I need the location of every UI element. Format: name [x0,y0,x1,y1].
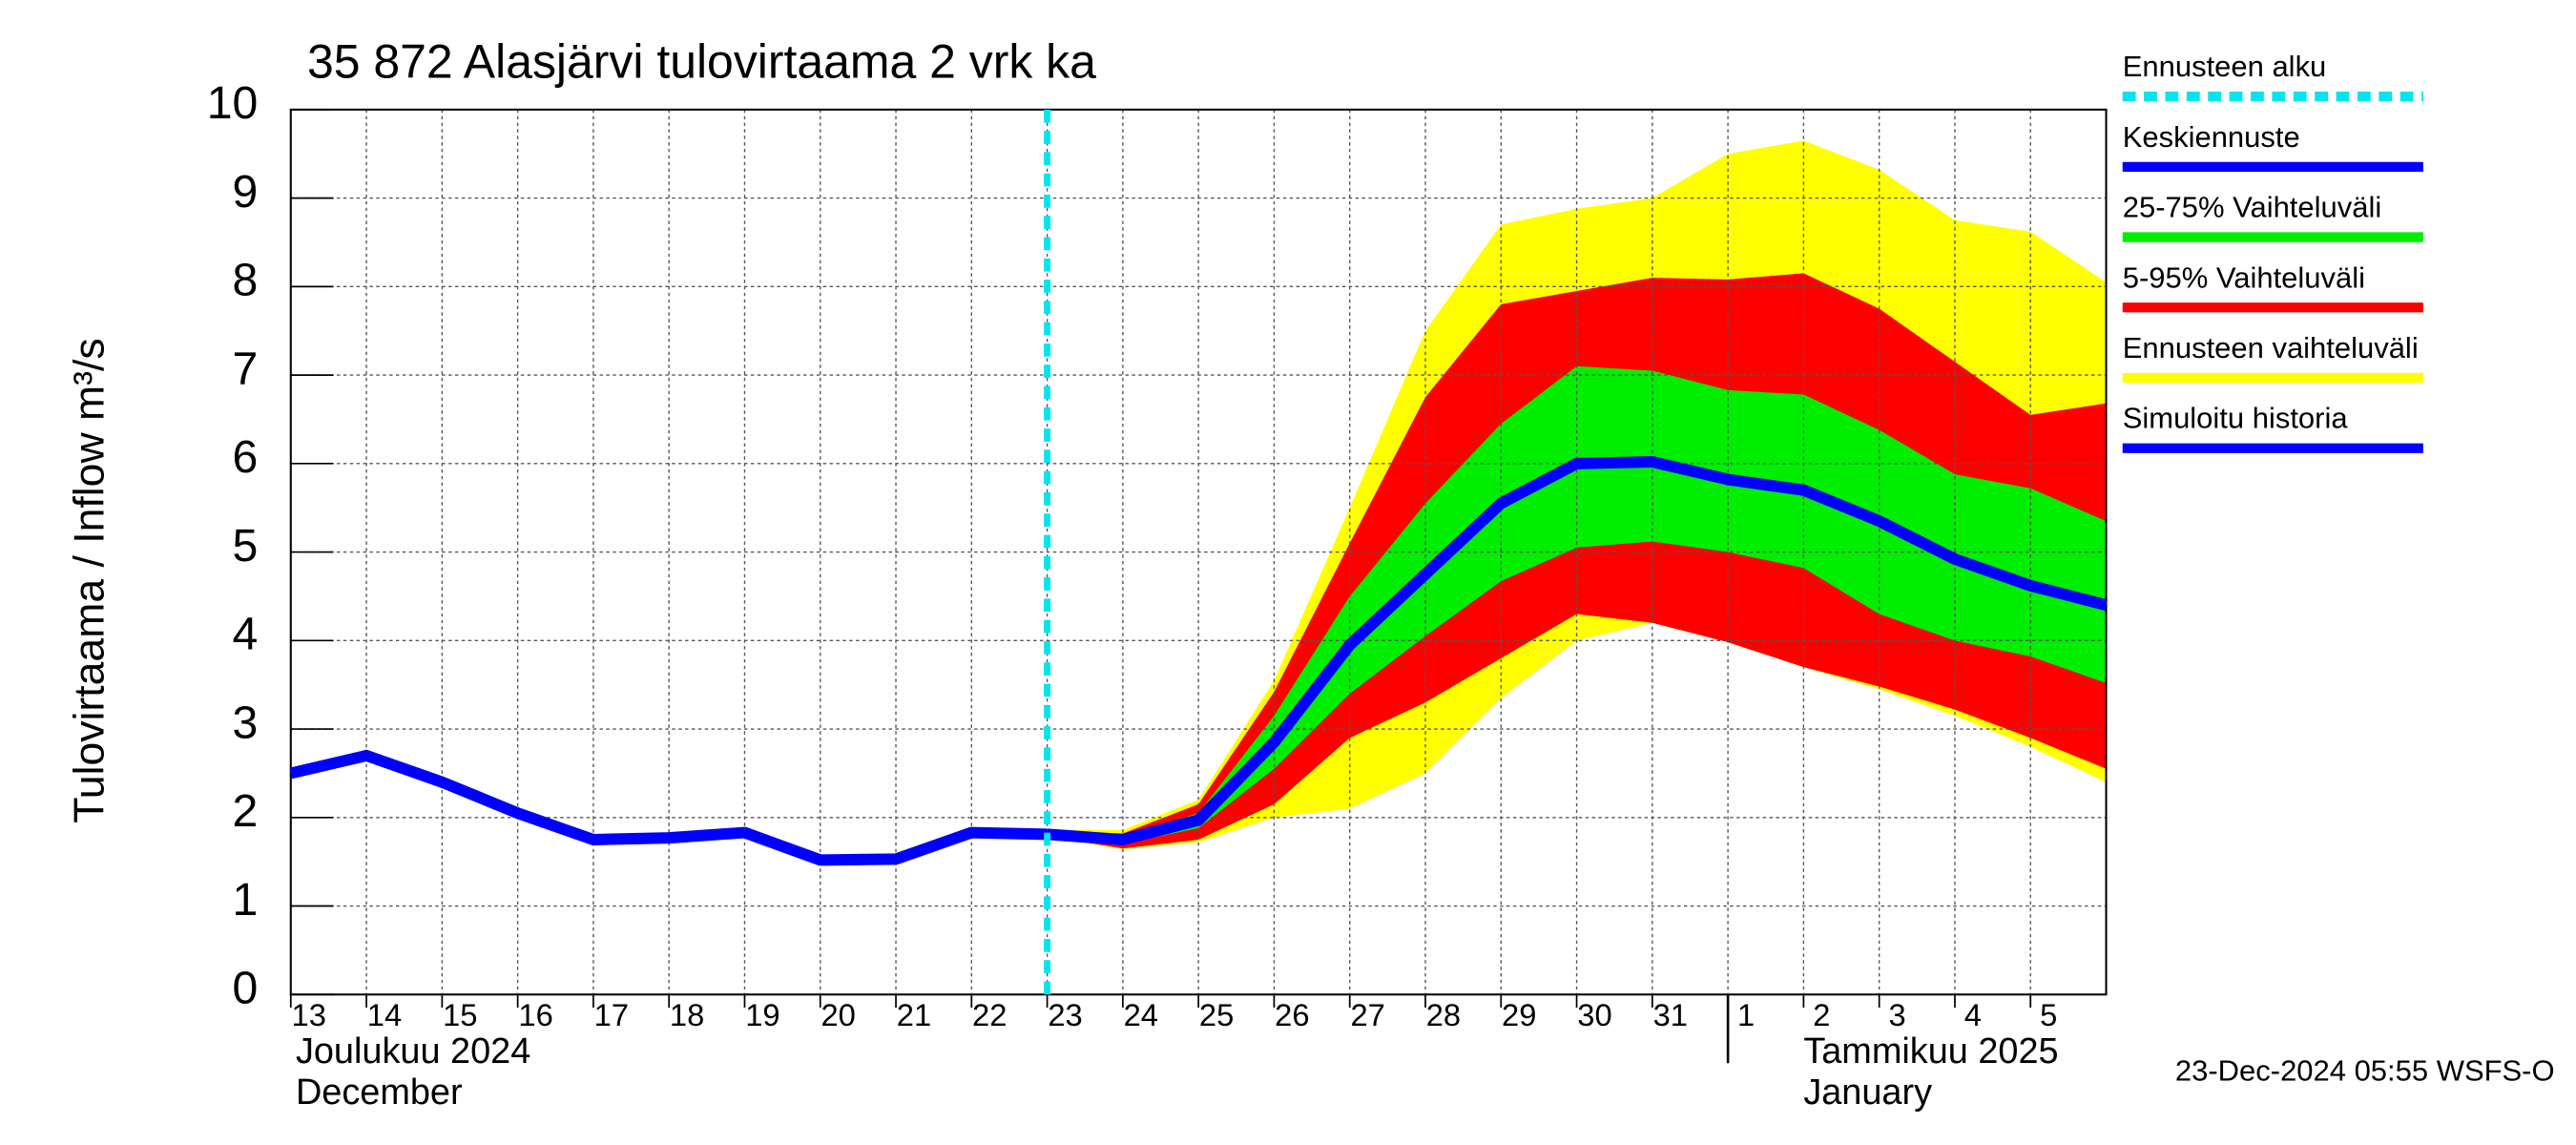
y-tick-label: 5 [233,520,259,572]
y-tick-label: 10 [207,77,259,129]
x-tick-label: 31 [1653,997,1688,1032]
x-tick-label: 2 [1813,997,1830,1032]
month-label-en: December [296,1072,463,1113]
y-tick-label: 3 [233,697,259,748]
legend-label: Ennusteen vaihteluväli [2123,331,2419,364]
y-tick-label: 2 [233,785,259,837]
x-tick-label: 26 [1275,997,1309,1032]
x-tick-label: 24 [1124,997,1158,1032]
legend-label: 5-95% Vaihteluväli [2123,260,2365,294]
legend-label: 25-75% Vaihteluväli [2123,191,2381,224]
legend-label: Keskiennuste [2123,120,2300,154]
x-tick-label: 15 [443,997,477,1032]
x-tick-label: 18 [670,997,704,1032]
x-tick-label: 17 [594,997,629,1032]
x-tick-label: 3 [1889,997,1906,1032]
month-label: Tammikuu 2025 [1803,1031,2058,1072]
x-tick-label: 19 [745,997,779,1032]
x-tick-label: 29 [1502,997,1536,1032]
x-tick-label: 14 [367,997,402,1032]
x-tick-label: 1 [1737,997,1755,1032]
month-label: Joulukuu 2024 [296,1031,530,1072]
legend-label: Ennusteen alku [2123,50,2327,83]
month-label-en: January [1803,1072,1932,1113]
y-tick-label: 0 [233,963,259,1014]
x-tick-label: 5 [2040,997,2057,1032]
y-tick-label: 1 [233,874,259,926]
y-tick-label: 7 [233,343,259,394]
timestamp: 23-Dec-2024 05:55 WSFS-O [2175,1054,2555,1088]
x-tick-label: 13 [292,997,326,1032]
chart-title: 35 872 Alasjärvi tulovirtaama 2 vrk ka [307,35,1096,89]
x-tick-label: 4 [1964,997,1982,1032]
series-line [1047,455,2109,845]
y-tick-label: 6 [233,431,259,483]
x-tick-label: 23 [1048,997,1082,1032]
x-tick-label: 28 [1426,997,1461,1032]
x-tick-label: 27 [1350,997,1384,1032]
y-tick-label: 8 [233,255,259,306]
x-tick-label: 22 [972,997,1007,1032]
plot-frame [289,108,2108,996]
band-area [1047,365,2107,844]
x-tick-label: 25 [1199,997,1234,1032]
x-tick-label: 16 [518,997,552,1032]
y-tick-label: 9 [233,166,259,218]
x-tick-label: 30 [1577,997,1611,1032]
legend-label: Simuloitu historia [2123,402,2349,435]
x-tick-label: 21 [897,997,931,1032]
x-tick-label: 20 [821,997,856,1032]
series-line [289,749,1048,866]
y-axis-label: Tulovirtaama / Inflow m³/s [66,338,113,822]
y-tick-label: 4 [233,609,259,660]
